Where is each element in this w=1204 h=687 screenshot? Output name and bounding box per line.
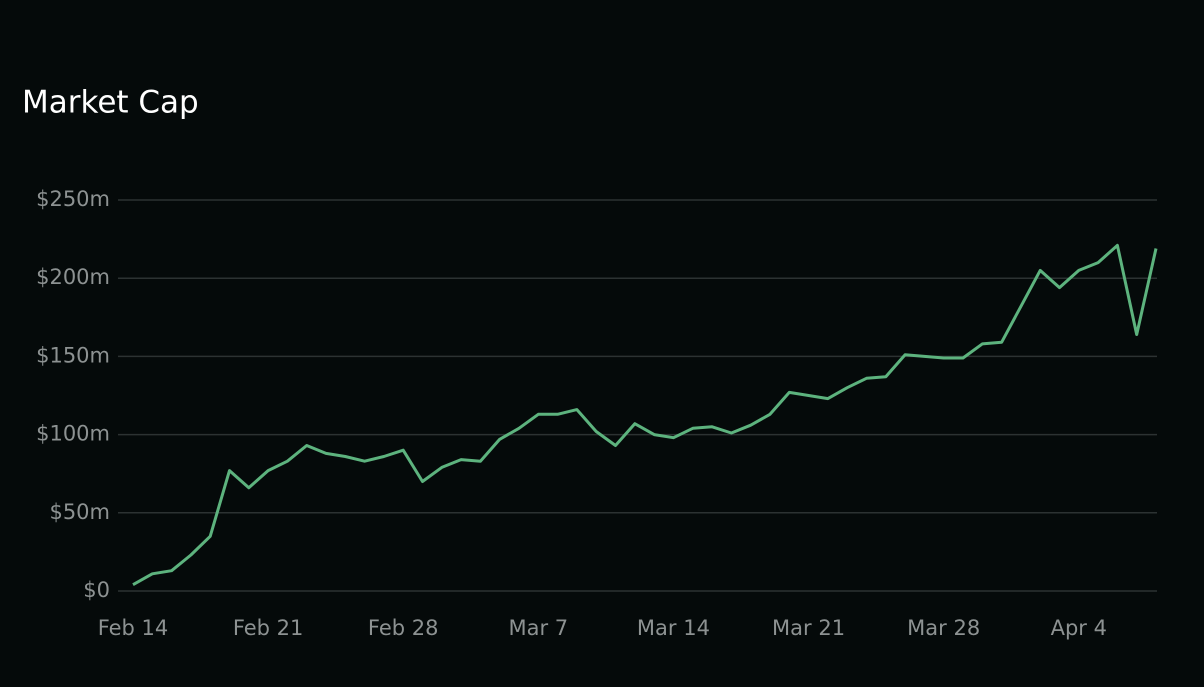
x-tick-label: Apr 4 [1051,616,1107,640]
chart-title: Market Cap [22,85,199,121]
x-tick-label: Feb 21 [233,616,304,640]
x-tick-label: Mar 14 [637,616,710,640]
y-tick-label: $100m [36,422,110,446]
y-tick-label: $50m [49,500,110,524]
y-tick-label: $250m [36,187,110,211]
y-tick-label: $200m [36,265,110,289]
x-tick-label: Mar 21 [772,616,845,640]
y-tick-label: $150m [36,343,110,367]
x-tick-label: Mar 28 [907,616,980,640]
x-tick-label: Feb 28 [368,616,439,640]
x-tick-label: Feb 14 [98,616,169,640]
y-tick-label: $0 [83,578,110,602]
x-tick-label: Mar 7 [509,616,569,640]
line-series [132,243,1158,587]
